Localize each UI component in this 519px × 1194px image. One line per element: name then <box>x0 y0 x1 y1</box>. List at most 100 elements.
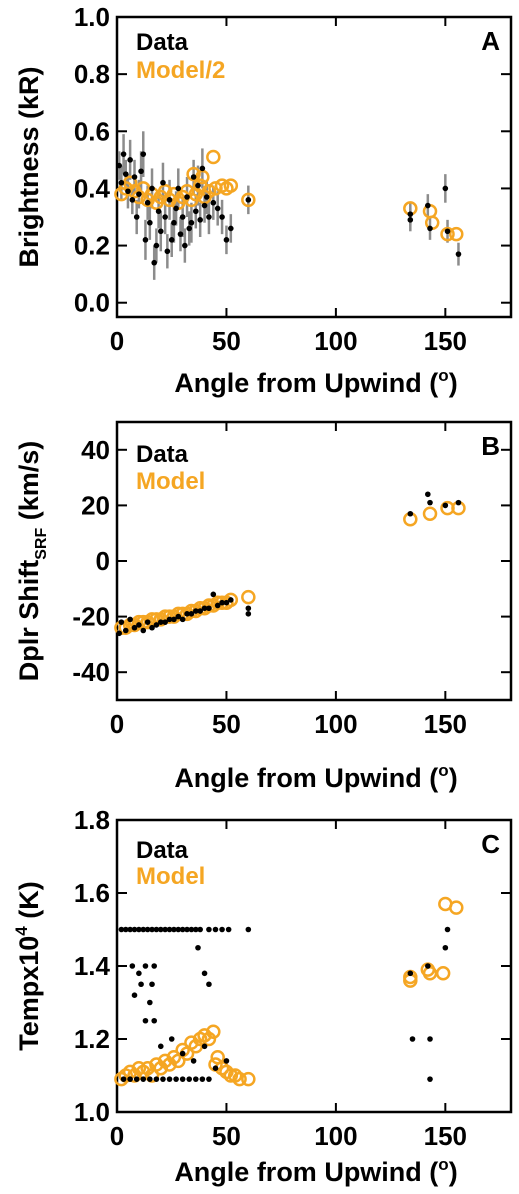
x-tick-label: 150 <box>424 709 467 739</box>
data-point <box>206 214 212 220</box>
data-point <box>175 613 182 620</box>
x-axis-label: Angle from Upwind (o) <box>174 366 457 398</box>
data-point <box>199 165 206 172</box>
panel-label: C <box>481 829 500 859</box>
model-point <box>223 592 239 608</box>
data-point <box>407 970 414 977</box>
data-point <box>138 981 144 988</box>
marks <box>114 131 464 280</box>
y-axis-label-text: Tempx10 <box>14 936 44 1051</box>
panel-a: 0 50 100 150 0.0 0.2 0.4 0.6 0.8 1.0 Data Model/2… <box>14 2 513 398</box>
model-point <box>223 1068 239 1083</box>
y-tick-label: 0.4 <box>74 173 111 203</box>
x-tick-label: 150 <box>424 1121 467 1151</box>
data-point <box>442 502 449 509</box>
data-point <box>131 624 138 631</box>
x-axis-label-tail: ) <box>449 368 458 398</box>
data-point <box>131 992 138 998</box>
data-point <box>427 1076 433 1082</box>
x-axis-label-tail: ) <box>449 763 458 793</box>
data-point <box>206 1076 212 1082</box>
data-point <box>144 926 151 933</box>
y-tick-label: 20 <box>81 490 110 520</box>
data-point <box>219 599 225 606</box>
data-point <box>427 225 433 232</box>
x-axis-label-sup: o <box>438 761 448 780</box>
data-point <box>425 491 431 498</box>
data-point <box>193 1076 199 1082</box>
data-point <box>427 1036 433 1042</box>
data-point <box>127 1076 133 1082</box>
y-axis-label-text: Dplr Shift <box>14 560 44 682</box>
data-point <box>188 926 195 933</box>
data-point <box>206 605 212 612</box>
data-point <box>171 219 177 226</box>
model-point <box>206 1024 221 1039</box>
data-point <box>212 1065 219 1071</box>
ticks: 0 50 100 150 0.0 0.2 0.4 0.6 0.8 1.0 <box>74 2 511 356</box>
x-tick-label: 0 <box>110 326 124 356</box>
data-point <box>118 619 125 625</box>
marks <box>114 491 466 637</box>
y-tick-label: 0.8 <box>74 59 110 89</box>
y-tick-label: -40 <box>72 657 110 687</box>
data-point <box>162 619 168 625</box>
data-point <box>166 1076 173 1082</box>
panel-c: 0 50 100 150 1.0 1.2 1.4 1.6 1.8 Data Model C Te… <box>12 805 513 1187</box>
data-point <box>188 611 195 617</box>
x-axis-label-tail: ) <box>449 1157 458 1187</box>
data-point <box>184 194 190 200</box>
data-point <box>179 214 186 220</box>
data-point <box>127 616 133 623</box>
y-tick-label: 1.6 <box>74 878 110 908</box>
data-point <box>193 926 199 933</box>
x-axis-label-sup: o <box>438 1155 448 1174</box>
model-point <box>206 149 221 165</box>
data-point <box>149 981 155 988</box>
data-point <box>136 926 142 933</box>
data-point <box>223 237 230 243</box>
data-point <box>129 197 136 203</box>
data-point <box>153 242 160 249</box>
model-point <box>127 1068 142 1083</box>
data-point <box>140 1076 147 1082</box>
data-point <box>136 191 142 197</box>
data-point <box>171 926 177 933</box>
ticks: 0 50 100 150 -40 -20 0 20 40 <box>72 422 511 739</box>
y-tick-label: 1.2 <box>74 1024 110 1054</box>
data-point <box>166 197 173 203</box>
data-point <box>120 1076 127 1082</box>
data-point <box>133 1076 140 1082</box>
x-tick-label: 50 <box>212 1121 241 1151</box>
y-tick-label: 0.0 <box>74 288 110 318</box>
y-axis-label-sub: SRF <box>33 528 50 560</box>
data-point <box>223 1058 230 1064</box>
y-axis-label-tail: (km/s) <box>14 441 44 528</box>
model-point <box>422 506 438 521</box>
data-point <box>144 199 151 206</box>
data-point <box>444 228 451 235</box>
data-point <box>206 926 212 933</box>
legend-data-label: Data <box>136 837 189 864</box>
data-point <box>201 202 208 209</box>
x-tick-label: 0 <box>110 1121 124 1151</box>
y-tick-label: 0.2 <box>74 231 110 261</box>
data-point <box>179 616 186 623</box>
data-point <box>127 926 133 933</box>
data-point <box>427 499 433 506</box>
data-point <box>228 225 234 232</box>
data-point <box>219 214 225 220</box>
data-point <box>160 179 166 186</box>
data-point <box>140 627 147 634</box>
data-point <box>149 926 155 933</box>
data-point <box>407 510 414 517</box>
panel-label: B <box>481 431 500 461</box>
data-point <box>203 194 210 200</box>
y-tick-label: -20 <box>72 602 110 632</box>
model-point <box>153 1060 169 1076</box>
data-point <box>116 630 122 637</box>
data-point <box>225 926 232 933</box>
model-point <box>440 226 455 242</box>
legend-model-label: Model <box>136 468 205 495</box>
x-tick-label: 50 <box>212 709 241 739</box>
